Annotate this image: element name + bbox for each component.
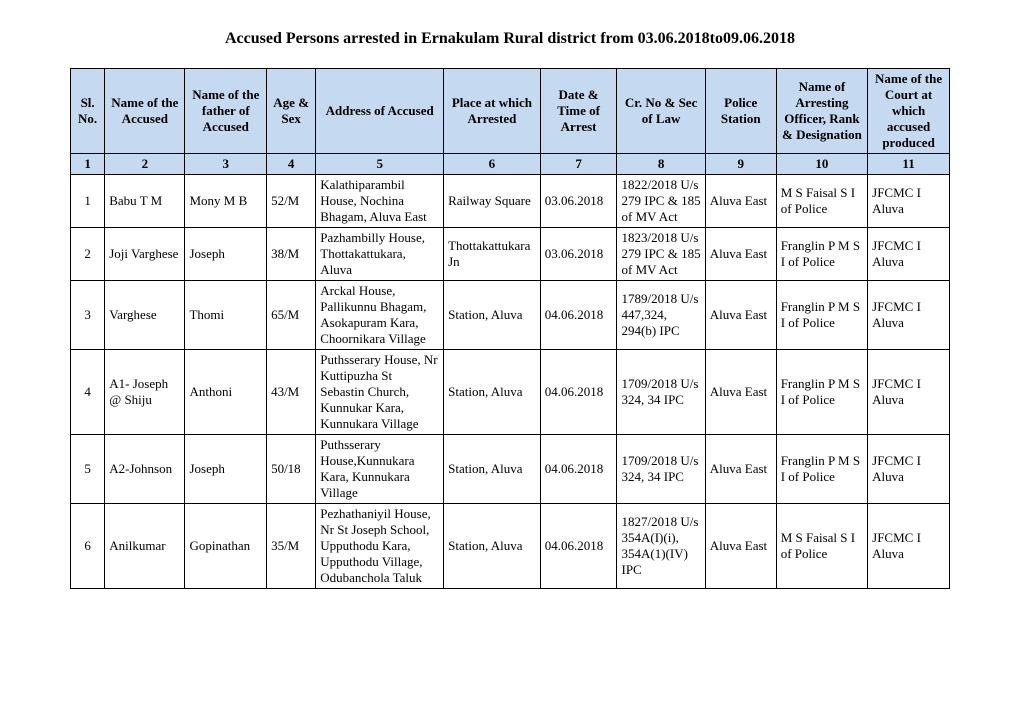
cell-officer: Franglin P M S I of Police [776, 228, 867, 281]
cell-place: Station, Aluva [444, 504, 541, 589]
cell-address: Kalathiparambil House, Nochina Bhagam, A… [316, 175, 444, 228]
cell-officer: Franglin P M S I of Police [776, 281, 867, 350]
colnum: 5 [316, 154, 444, 175]
col-header-sl: Sl. No. [71, 69, 105, 154]
cell-cr: 1822/2018 U/s 279 IPC & 185 of MV Act [617, 175, 705, 228]
cell-father: Joseph [185, 435, 267, 504]
cell-date: 04.06.2018 [540, 350, 617, 435]
cell-station: Aluva East [705, 435, 776, 504]
cell-station: Aluva East [705, 504, 776, 589]
cell-date: 03.06.2018 [540, 228, 617, 281]
col-header-court: Name of the Court at which accused produ… [868, 69, 950, 154]
col-header-name: Name of the Accused [105, 69, 185, 154]
cell-age: 38/M [267, 228, 316, 281]
colnum: 6 [444, 154, 541, 175]
cell-age: 50/18 [267, 435, 316, 504]
cell-place: Station, Aluva [444, 281, 541, 350]
cell-court: JFCMC I Aluva [868, 175, 950, 228]
colnum: 1 [71, 154, 105, 175]
colnum: 3 [185, 154, 267, 175]
col-header-father: Name of the father of Accused [185, 69, 267, 154]
col-header-place: Place at which Arrested [444, 69, 541, 154]
cell-court: JFCMC I Aluva [868, 435, 950, 504]
cell-sl: 1 [71, 175, 105, 228]
cell-address: Pazhambilly House, Thottakattukara, Aluv… [316, 228, 444, 281]
cell-address: Puthsserary House,Kunnukara Kara, Kunnuk… [316, 435, 444, 504]
cell-name: Anilkumar [105, 504, 185, 589]
cell-age: 35/M [267, 504, 316, 589]
cell-cr: 1709/2018 U/s 324, 34 IPC [617, 350, 705, 435]
colnum: 10 [776, 154, 867, 175]
cell-officer: Franglin P M S I of Police [776, 435, 867, 504]
table-row: 2 Joji Varghese Joseph 38/M Pazhambilly … [71, 228, 950, 281]
cell-father: Anthoni [185, 350, 267, 435]
cell-address: Arckal House, Pallikunnu Bhagam, Asokapu… [316, 281, 444, 350]
col-header-date: Date & Time of Arrest [540, 69, 617, 154]
cell-name: Babu T M [105, 175, 185, 228]
cell-station: Aluva East [705, 175, 776, 228]
table-row: 6 Anilkumar Gopinathan 35/M Pezhathaniyi… [71, 504, 950, 589]
cell-sl: 2 [71, 228, 105, 281]
cell-officer: M S Faisal S I of Police [776, 175, 867, 228]
cell-age: 43/M [267, 350, 316, 435]
col-header-station: Police Station [705, 69, 776, 154]
cell-court: JFCMC I Aluva [868, 504, 950, 589]
colnum: 4 [267, 154, 316, 175]
colnum: 8 [617, 154, 705, 175]
cell-place: Railway Square [444, 175, 541, 228]
colnum: 7 [540, 154, 617, 175]
col-header-age: Age & Sex [267, 69, 316, 154]
cell-cr: 1709/2018 U/s 324, 34 IPC [617, 435, 705, 504]
cell-name: Varghese [105, 281, 185, 350]
cell-name: Joji Varghese [105, 228, 185, 281]
arrest-table: Sl. No. Name of the Accused Name of the … [70, 68, 950, 589]
cell-station: Aluva East [705, 281, 776, 350]
cell-court: JFCMC I Aluva [868, 228, 950, 281]
cell-sl: 3 [71, 281, 105, 350]
cell-court: JFCMC I Aluva [868, 281, 950, 350]
cell-place: Station, Aluva [444, 435, 541, 504]
table-header-row: Sl. No. Name of the Accused Name of the … [71, 69, 950, 154]
table-row: 4 A1- Joseph @ Shiju Anthoni 43/M Puthss… [71, 350, 950, 435]
cell-officer: Franglin P M S I of Police [776, 350, 867, 435]
cell-date: 03.06.2018 [540, 175, 617, 228]
cell-address: Puthsserary House, Nr Kuttipuzha St Seba… [316, 350, 444, 435]
cell-name: A2-Johnson [105, 435, 185, 504]
colnum: 2 [105, 154, 185, 175]
table-row: 3 Varghese Thomi 65/M Arckal House, Pall… [71, 281, 950, 350]
colnum: 9 [705, 154, 776, 175]
cell-name: A1- Joseph @ Shiju [105, 350, 185, 435]
cell-place: Thottakattukara Jn [444, 228, 541, 281]
table-colnum-row: 1 2 3 4 5 6 7 8 9 10 11 [71, 154, 950, 175]
cell-age: 52/M [267, 175, 316, 228]
col-header-address: Address of Accused [316, 69, 444, 154]
cell-date: 04.06.2018 [540, 504, 617, 589]
cell-father: Mony M B [185, 175, 267, 228]
table-row: 5 A2-Johnson Joseph 50/18 Puthsserary Ho… [71, 435, 950, 504]
cell-court: JFCMC I Aluva [868, 350, 950, 435]
cell-father: Joseph [185, 228, 267, 281]
cell-place: Station, Aluva [444, 350, 541, 435]
page-title: Accused Persons arrested in Ernakulam Ru… [70, 30, 950, 48]
cell-father: Gopinathan [185, 504, 267, 589]
cell-station: Aluva East [705, 228, 776, 281]
cell-age: 65/M [267, 281, 316, 350]
cell-date: 04.06.2018 [540, 435, 617, 504]
cell-date: 04.06.2018 [540, 281, 617, 350]
cell-station: Aluva East [705, 350, 776, 435]
cell-cr: 1827/2018 U/s 354A(I)(i), 354A(1)(IV) IP… [617, 504, 705, 589]
col-header-officer: Name of Arresting Officer, Rank & Design… [776, 69, 867, 154]
cell-cr: 1789/2018 U/s 447,324, 294(b) IPC [617, 281, 705, 350]
colnum: 11 [868, 154, 950, 175]
cell-officer: M S Faisal S I of Police [776, 504, 867, 589]
cell-cr: 1823/2018 U/s 279 IPC & 185 of MV Act [617, 228, 705, 281]
table-row: 1 Babu T M Mony M B 52/M Kalathiparambil… [71, 175, 950, 228]
cell-sl: 6 [71, 504, 105, 589]
col-header-cr: Cr. No & Sec of Law [617, 69, 705, 154]
cell-father: Thomi [185, 281, 267, 350]
cell-sl: 5 [71, 435, 105, 504]
cell-sl: 4 [71, 350, 105, 435]
cell-address: Pezhathaniyil House, Nr St Joseph School… [316, 504, 444, 589]
